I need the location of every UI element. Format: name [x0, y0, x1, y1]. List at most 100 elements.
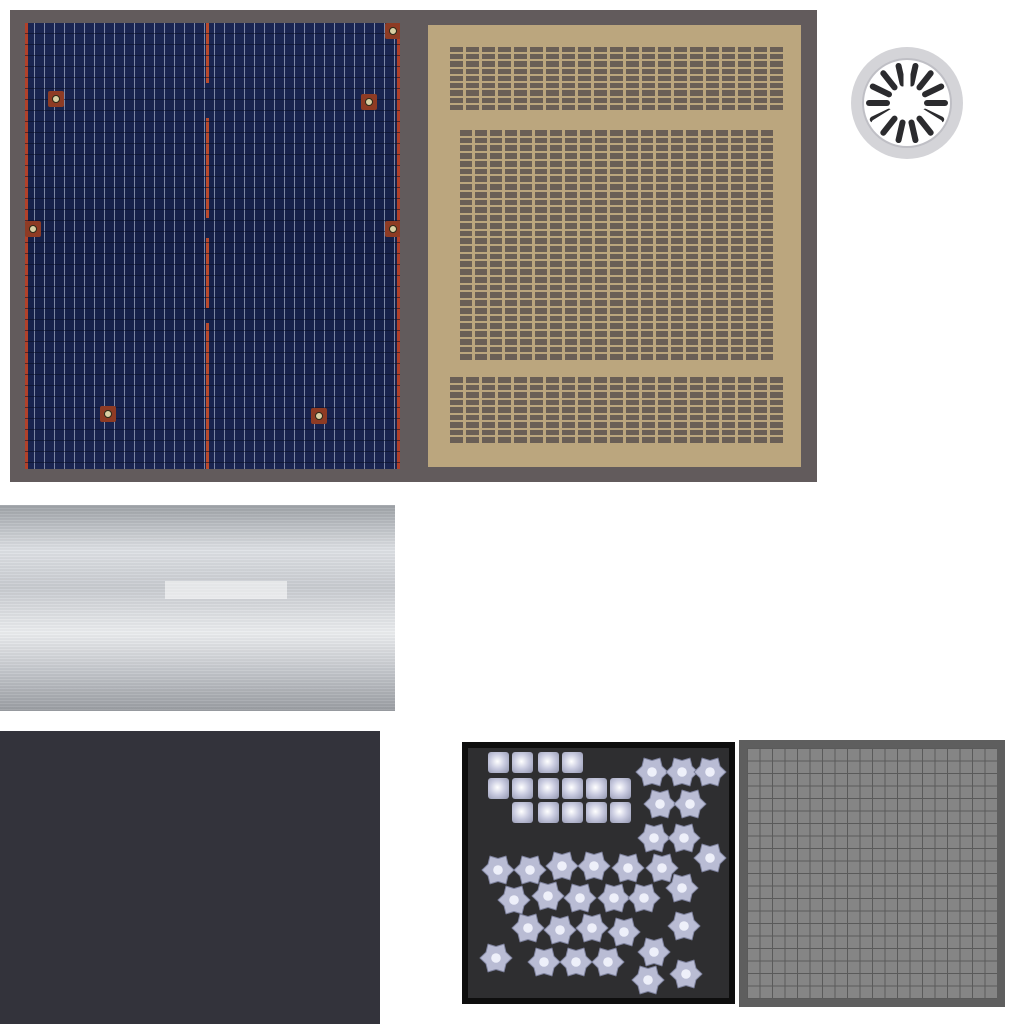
gear-icon — [513, 855, 547, 885]
vent-slot — [642, 422, 655, 428]
vent-slot — [546, 422, 559, 428]
vent-slot — [475, 207, 488, 214]
vent-slot — [685, 160, 698, 167]
vent-slot — [565, 199, 578, 206]
vent-slot — [745, 238, 758, 244]
vent-slot — [475, 145, 488, 152]
vent-slot — [670, 238, 683, 244]
vent-slot — [690, 61, 703, 67]
vent-slot — [642, 377, 655, 383]
vent-slot — [610, 191, 623, 198]
vent-slot — [498, 429, 511, 436]
gear-icon — [635, 757, 669, 787]
vent-slot — [760, 346, 773, 353]
vent-slot — [482, 407, 495, 413]
bolt-icon — [361, 94, 377, 110]
vent-slot — [760, 253, 773, 260]
brushed-metal-texture — [0, 505, 395, 711]
vent-slot — [460, 323, 473, 330]
vent-slot — [658, 75, 671, 82]
vent-slot — [610, 323, 623, 330]
gear-icon — [693, 843, 727, 873]
vent-slot — [580, 137, 593, 144]
vent-slot — [685, 153, 698, 159]
solar-cell-row-line — [25, 363, 400, 364]
vent-slot — [658, 61, 671, 67]
vent-slot — [450, 68, 463, 74]
vent-slot — [550, 261, 563, 268]
vent-slot — [520, 238, 533, 244]
vent-slot — [625, 137, 638, 144]
vent-slot — [700, 168, 713, 175]
vent-slot — [715, 160, 728, 167]
vent-slot — [674, 54, 687, 60]
gear-icon — [607, 917, 641, 947]
solar-left-trim — [25, 23, 28, 469]
vent-slot — [730, 276, 743, 283]
vent-slot — [530, 54, 543, 60]
vent-slot — [550, 199, 563, 206]
vent-slot — [535, 145, 548, 152]
gear-tile — [538, 778, 559, 799]
vent-slot — [580, 284, 593, 291]
vent-slot — [535, 176, 548, 183]
vent-slot — [460, 307, 473, 314]
vent-slot — [610, 276, 623, 283]
gear-icon — [591, 947, 625, 977]
vent-slot — [655, 207, 668, 214]
vent-slot — [760, 145, 773, 152]
vent-slot — [685, 315, 698, 322]
vent-slot — [520, 245, 533, 252]
vent-slot — [738, 68, 751, 74]
vent-slot — [655, 307, 668, 314]
vent-slot — [594, 61, 607, 67]
vent-slot — [550, 153, 563, 159]
vent-slot — [670, 222, 683, 229]
vent-slot — [535, 338, 548, 345]
vent-slot — [490, 222, 503, 229]
vent-slot — [700, 222, 713, 229]
vent-slot — [594, 97, 607, 103]
vent-slot — [610, 137, 623, 144]
vent-slot — [738, 414, 751, 421]
vent-slot — [760, 215, 773, 221]
solar-cell-row-line — [25, 165, 400, 166]
vent-slot — [595, 137, 608, 144]
vent-slot — [550, 323, 563, 330]
vent-slot — [715, 331, 728, 337]
vent-slot — [640, 145, 653, 152]
vent-slot — [565, 145, 578, 152]
vent-slot — [550, 191, 563, 198]
vent-slot — [670, 307, 683, 314]
vent-slot — [535, 284, 548, 291]
vent-slot — [550, 338, 563, 345]
vent-slot — [640, 338, 653, 345]
vent-slot — [626, 83, 639, 89]
vent-slot — [530, 392, 543, 398]
vent-slot — [674, 407, 687, 413]
vent-slot — [550, 284, 563, 291]
vent-slot — [655, 222, 668, 229]
vent-slot — [580, 184, 593, 190]
vent-slot — [565, 300, 578, 306]
vent-slot — [770, 61, 783, 67]
vent-slot — [770, 68, 783, 74]
vent-slot — [642, 75, 655, 82]
vent-slot — [610, 392, 623, 398]
gear-icon — [665, 873, 699, 903]
gear-icon — [575, 913, 609, 943]
vent-slot — [655, 160, 668, 167]
vent-slot — [626, 75, 639, 82]
vent-slot — [594, 47, 607, 53]
vent-slot — [490, 168, 503, 175]
solar-cell-row-line — [25, 429, 400, 430]
vent-slot — [450, 97, 463, 103]
vent-slot — [670, 292, 683, 299]
vent-slot — [498, 377, 511, 383]
vent-slot — [690, 429, 703, 436]
vent-slot — [565, 292, 578, 299]
vent-slot — [745, 160, 758, 167]
vent-slot — [690, 422, 703, 428]
vent-slot — [475, 261, 488, 268]
vent-slot — [520, 338, 533, 345]
